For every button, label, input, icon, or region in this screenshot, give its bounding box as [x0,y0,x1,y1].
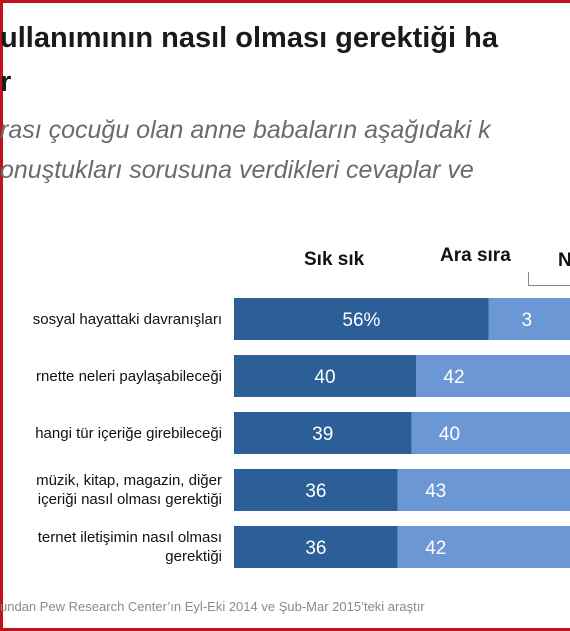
title-line-2: r [0,66,12,98]
column-header-sometimes: Ara sıra [440,245,511,266]
bar-value-label: 3 [522,310,533,331]
row-label-line: müzik, kitap, magazin, diğer [36,472,222,489]
bar-value-label: 36 [305,481,326,502]
bar-segment-sometimes [411,412,570,454]
row-label-line: hangi tür içeriğe girebileceği [35,424,222,442]
row-label: sosyal hayattaki davranışları [33,310,222,329]
bar-segment-frequent [234,412,412,454]
bar-value-label: 40 [439,424,460,445]
bar-value-label: 42 [443,367,464,388]
row-label: ternet iletişimin nasıl olması gerektiği [38,528,222,566]
bar-value-label: 36 [305,538,326,559]
column-header-frequent: Sık sık [304,249,365,270]
row-label-line: rnette neleri paylaşabileceği [36,367,222,385]
row-label-line: ternet iletişimin nasıl olması [37,529,222,546]
footnote: undan Pew Research Center’ın Eyl-Eki 201… [0,599,425,614]
bar-segment-frequent [234,298,489,340]
bar-segment-frequent [234,526,398,568]
row-label: rnette neleri paylaşabileceği [36,367,222,386]
row-label: müzik, kitap, magazin, diğer içeriği nası… [36,471,222,509]
title-line-1: ullanımının nasıl olması gerektiği ha [0,22,498,54]
row-label-line: sosyal hayattaki davranışları [32,310,222,328]
bar-segment-frequent [234,355,416,397]
bar-value-label: 40 [314,367,335,388]
bar-value-label: 42 [425,538,446,559]
subtitle-line-2: onuştukları sorusuna verdikleri cevaplar… [0,156,474,184]
bar-segment-sometimes [488,298,570,340]
column-header-never: N [558,250,570,271]
row-label-line: gerektiği [165,548,222,565]
column-header-bracket [528,272,570,286]
bar-segment-sometimes [397,526,570,568]
bar-segment-sometimes [397,469,570,511]
row-label: hangi tür içeriğe girebileceği [35,424,222,443]
bar-value-label: 43 [425,481,446,502]
bar-value-label: 39 [312,424,333,445]
bar-segment-sometimes [416,355,570,397]
bar-value-label: 56% [342,310,380,331]
row-label-line: içeriği nasıl olması gerektiği [37,491,222,508]
bar-segment-frequent [234,469,398,511]
subtitle-line-1: rası çocuğu olan anne babaların aşağıdak… [0,116,491,144]
